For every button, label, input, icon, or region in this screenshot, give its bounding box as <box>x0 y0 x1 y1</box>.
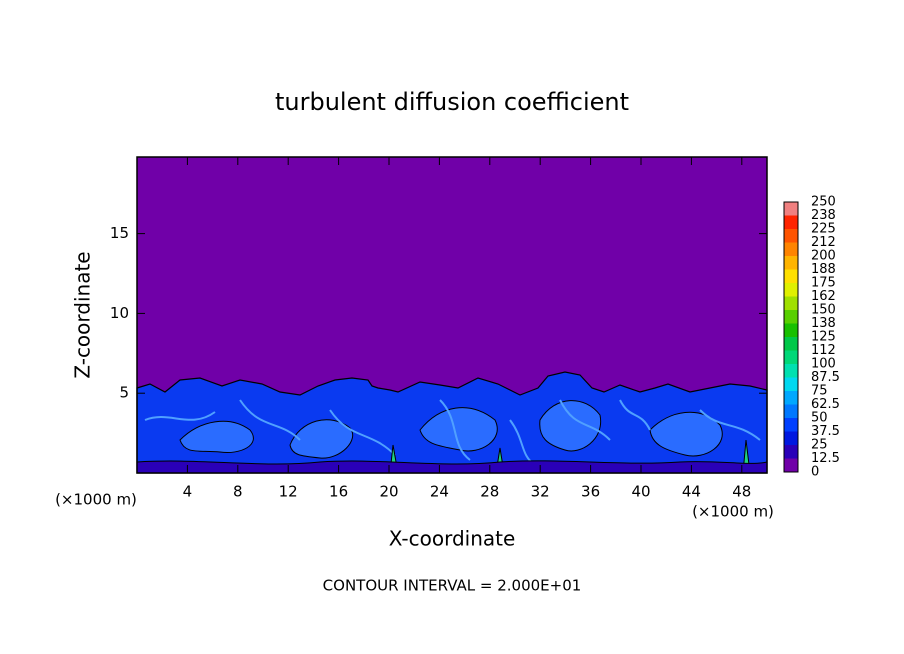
field <box>136 157 768 474</box>
colorbar-cell <box>784 242 798 256</box>
colorbar-cell <box>784 283 798 297</box>
y-axis-label: Z-coordinate <box>71 251 95 378</box>
colorbar-cell <box>784 458 798 472</box>
colorbar-cell <box>784 296 798 310</box>
colorbar-label: 250 <box>811 195 836 210</box>
colorbar-cell <box>784 377 798 391</box>
colorbar-label: 162 <box>811 289 836 304</box>
x-tick-label: 20 <box>379 483 398 501</box>
colorbar-label: 0 <box>811 465 819 480</box>
colorbar-cell <box>784 229 798 243</box>
x-tick-label: 4 <box>183 483 193 501</box>
y-tick-label: 5 <box>119 384 129 402</box>
colorbar-label: 12.5 <box>811 451 840 466</box>
colorbar-cell <box>784 445 798 459</box>
colorbar-label: 175 <box>811 276 836 291</box>
colorbar-label: 188 <box>811 262 836 277</box>
colorbar-label: 225 <box>811 222 836 237</box>
colorbar-label: 138 <box>811 316 836 331</box>
colorbar-cell <box>784 256 798 270</box>
x-tick-label: 28 <box>480 483 499 501</box>
colorbar-label: 212 <box>811 235 836 250</box>
x-tick-label: 48 <box>732 483 751 501</box>
annotation: CONTOUR INTERVAL = 2.000E+01 <box>323 577 582 595</box>
turbulent-streaks <box>144 399 761 466</box>
colorbar-label: 25 <box>811 438 828 453</box>
x-tick-label: 32 <box>531 483 550 501</box>
colorbar-label: 200 <box>811 249 836 264</box>
colorbar-frame <box>783 201 799 473</box>
colorbar-label: 125 <box>811 330 836 345</box>
x-tick-label: 24 <box>430 483 449 501</box>
colorbar-cell <box>784 364 798 378</box>
colorbar-cell <box>784 431 798 445</box>
colorbar-cell <box>784 418 798 432</box>
y-tick-label: 15 <box>110 224 129 242</box>
x-axis-label: X-coordinate <box>389 527 516 551</box>
x-tick-label: 12 <box>279 483 298 501</box>
y-tick-label: 10 <box>110 304 129 322</box>
colorbar-label: 100 <box>811 357 836 372</box>
colorbar-cell <box>784 215 798 229</box>
x-tick-label: 16 <box>329 483 348 501</box>
x-tick-label: 8 <box>233 483 243 501</box>
colorbar-cell <box>784 391 798 405</box>
colorbar-label: 75 <box>811 384 828 399</box>
colorbar-label: 37.5 <box>811 424 840 439</box>
colorbar-label: 62.5 <box>811 397 840 412</box>
chart-title: turbulent diffusion coefficient <box>275 88 629 116</box>
x-tick-label: 44 <box>682 483 701 501</box>
plot-frame <box>136 156 768 474</box>
field-base <box>136 460 768 474</box>
colorbar-cell <box>784 350 798 364</box>
colorbar-cell <box>784 404 798 418</box>
x-tick-label: 36 <box>581 483 600 501</box>
colorbar-cell <box>784 202 798 216</box>
colorbar-label: 87.5 <box>811 370 840 385</box>
y-unit: (×1000 m) <box>55 491 137 509</box>
colorbar-cell <box>784 269 798 283</box>
colorbar-label: 112 <box>811 343 836 358</box>
x-unit: (×1000 m) <box>692 503 774 521</box>
x-tick-label: 40 <box>631 483 650 501</box>
colorbar-label: 238 <box>811 208 836 223</box>
colorbar-cell <box>784 337 798 351</box>
colorbar-cell <box>784 310 798 324</box>
colorbar-cell <box>784 323 798 337</box>
colorbar-label: 50 <box>811 411 828 426</box>
turbulent-detail <box>179 400 723 459</box>
colorbar-label: 150 <box>811 303 836 318</box>
